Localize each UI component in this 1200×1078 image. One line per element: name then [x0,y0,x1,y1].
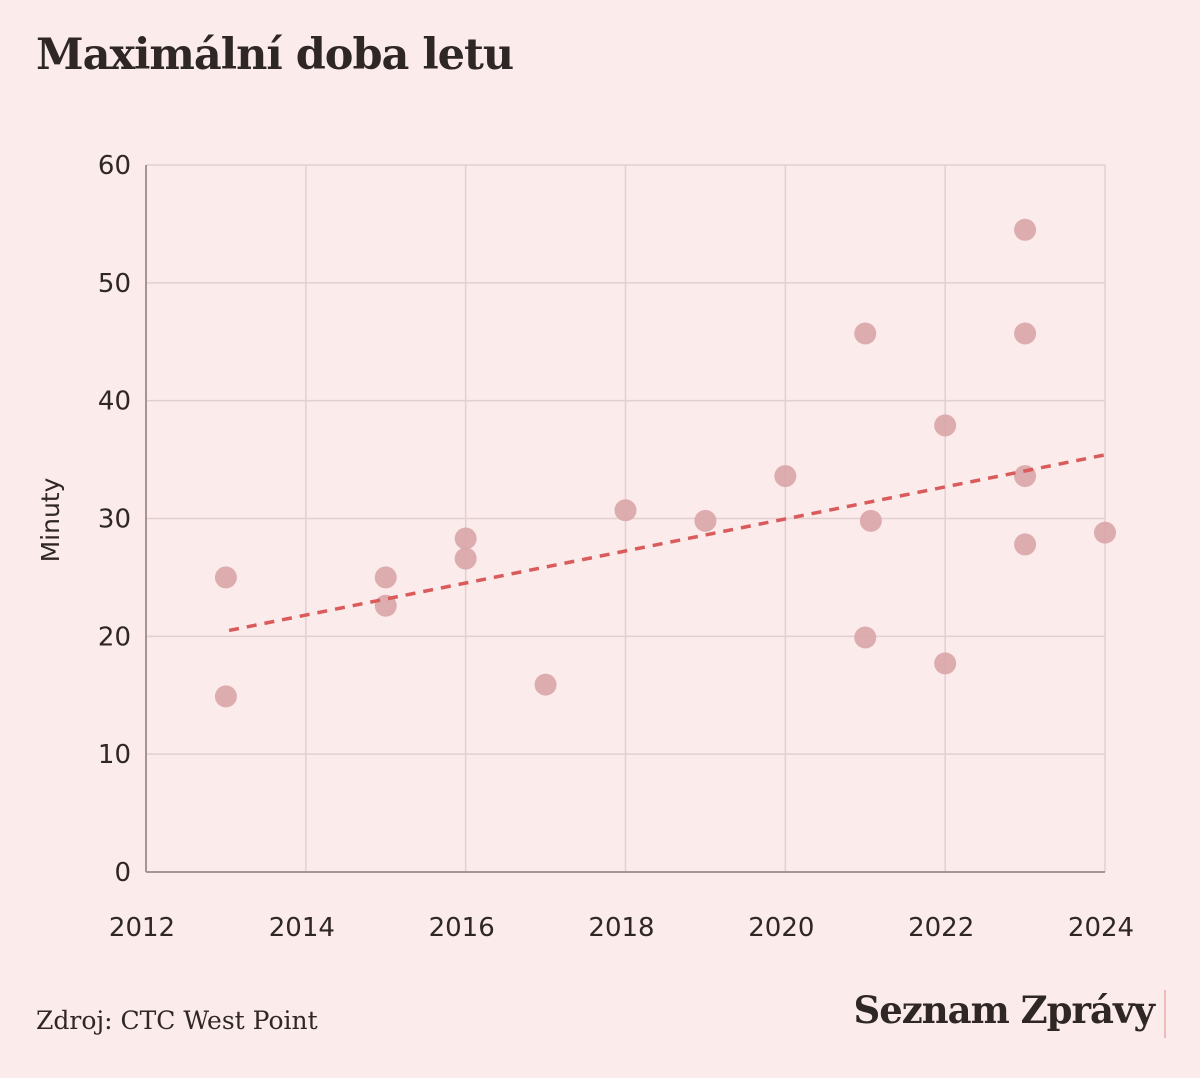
brand-logo: Seznam Zprávy [853,988,1155,1032]
data-point [614,499,637,522]
x-tick-labels: 2012 2014 2016 2018 2020 2022 2024 [109,913,1134,943]
y-tick-label: 0 [114,858,131,888]
data-point [854,322,877,345]
data-point [859,509,882,532]
x-tick-label: 2012 [109,913,175,943]
data-point [934,414,957,437]
data-point [214,685,237,708]
y-tick-label: 60 [98,151,131,181]
brand-divider [1164,990,1166,1038]
data-point [1014,322,1037,345]
data-point [454,527,477,550]
data-points [214,218,1116,708]
x-tick-label: 2016 [429,913,495,943]
data-point [1014,218,1037,241]
x-tick-label: 2022 [908,913,974,943]
source-note: Zdroj: CTC West Point [36,1006,318,1035]
y-tick-labels: 0 10 20 30 40 50 60 [98,151,131,888]
y-axis-label: Minuty [36,477,65,562]
data-point [374,566,397,589]
data-point [854,626,877,649]
y-tick-label: 20 [98,622,131,652]
data-point [454,547,477,570]
x-tick-label: 2018 [588,913,654,943]
axes [145,165,1105,873]
y-tick-label: 30 [98,505,131,535]
data-point [774,465,797,488]
y-tick-label: 40 [98,387,131,417]
data-point [534,673,557,696]
x-tick-label: 2014 [269,913,335,943]
data-point [694,509,717,532]
x-tick-label: 2020 [748,913,814,943]
chart-title: Maximální doba letu [36,30,514,80]
data-point [1014,533,1037,556]
data-point [934,652,957,675]
trendline-group [228,453,1106,633]
data-point [374,594,397,617]
y-tick-label: 10 [98,740,131,770]
x-tick-label: 2024 [1068,913,1134,943]
trendline [228,453,1106,633]
data-point [1094,521,1116,544]
y-tick-label: 50 [98,269,131,299]
data-point [214,566,237,589]
